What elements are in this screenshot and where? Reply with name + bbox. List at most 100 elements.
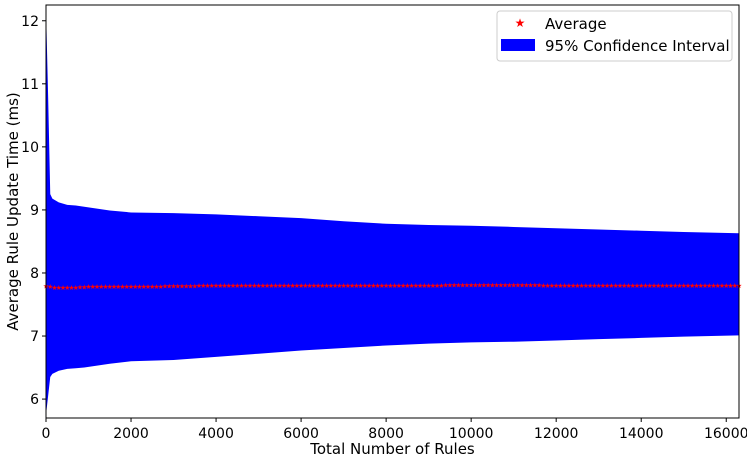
y-tick-label: 10 [21, 140, 39, 156]
average-point: ★ [158, 283, 164, 291]
average-point: ★ [56, 284, 62, 292]
average-point: ★ [379, 282, 385, 290]
confidence-band [46, 8, 739, 415]
average-point: ★ [404, 282, 410, 290]
average-point: ★ [285, 282, 291, 290]
x-axis-label: Total Number of Rules [309, 440, 475, 458]
average-point: ★ [179, 282, 185, 290]
average-point: ★ [553, 282, 559, 290]
average-point: ★ [98, 283, 104, 291]
average-point: ★ [600, 282, 606, 290]
average-point: ★ [719, 282, 725, 290]
y-tick-label: 6 [30, 392, 39, 408]
average-point: ★ [387, 282, 393, 290]
legend-label-average: Average [545, 15, 607, 33]
average-point: ★ [357, 282, 363, 290]
legend-patch-confidence-interval [501, 39, 535, 51]
average-point: ★ [681, 282, 687, 290]
average-point: ★ [706, 282, 712, 290]
y-tick-label: 9 [30, 203, 39, 219]
average-point: ★ [477, 281, 483, 289]
average-point: ★ [81, 283, 87, 291]
average-point: ★ [374, 282, 380, 290]
average-point: ★ [566, 282, 572, 290]
average-point: ★ [583, 282, 589, 290]
average-point: ★ [621, 282, 627, 290]
average-point: ★ [574, 282, 580, 290]
average-point: ★ [430, 282, 436, 290]
average-point: ★ [230, 282, 236, 290]
plot-area: ★★★★★★★★★★★★★★★★★★★★★★★★★★★★★★★★★★★★★★★★… [43, 8, 742, 415]
average-point: ★ [498, 281, 504, 289]
average-point: ★ [732, 282, 738, 290]
average-point: ★ [132, 283, 138, 291]
average-point: ★ [604, 282, 610, 290]
average-point: ★ [362, 282, 368, 290]
average-point: ★ [447, 282, 453, 290]
average-point: ★ [591, 282, 597, 290]
average-point: ★ [421, 282, 427, 290]
average-point: ★ [659, 282, 665, 290]
average-point: ★ [209, 282, 215, 290]
average-point: ★ [332, 282, 338, 290]
average-point: ★ [647, 282, 653, 290]
average-point: ★ [111, 283, 117, 291]
average-point: ★ [549, 282, 555, 290]
legend-box [496, 10, 733, 62]
average-point: ★ [353, 282, 359, 290]
average-series: ★★★★★★★★★★★★★★★★★★★★★★★★★★★★★★★★★★★★★★★★… [43, 281, 742, 292]
average-point: ★ [328, 282, 334, 290]
average-point: ★ [519, 281, 525, 289]
average-point: ★ [468, 281, 474, 289]
average-point: ★ [366, 282, 372, 290]
average-point: ★ [438, 282, 444, 290]
average-point: ★ [128, 283, 134, 291]
average-point: ★ [306, 282, 312, 290]
legend: ★ Average 95% Confidence Interval [496, 10, 733, 62]
average-point: ★ [107, 283, 113, 291]
average-point: ★ [515, 281, 521, 289]
average-point: ★ [455, 282, 461, 290]
average-point: ★ [277, 282, 283, 290]
average-point: ★ [528, 282, 534, 290]
average-point: ★ [502, 281, 508, 289]
average-point: ★ [562, 282, 568, 290]
average-point: ★ [489, 281, 495, 289]
average-point: ★ [698, 282, 704, 290]
average-point: ★ [383, 282, 389, 290]
average-point: ★ [124, 283, 130, 291]
average-point: ★ [715, 282, 721, 290]
average-point: ★ [587, 282, 593, 290]
average-point: ★ [272, 282, 278, 290]
average-point: ★ [166, 283, 172, 291]
average-point: ★ [570, 282, 576, 290]
y-tick-label: 8 [30, 266, 39, 282]
y-axis-label: Average Rule Update Time (ms) [4, 92, 22, 330]
average-point: ★ [247, 282, 253, 290]
average-point: ★ [540, 282, 546, 290]
average-point: ★ [413, 282, 419, 290]
average-point: ★ [557, 282, 563, 290]
average-point: ★ [693, 282, 699, 290]
average-point: ★ [102, 283, 108, 291]
average-point: ★ [625, 282, 631, 290]
average-point: ★ [481, 281, 487, 289]
average-point: ★ [260, 282, 266, 290]
average-point: ★ [149, 283, 155, 291]
average-point: ★ [319, 282, 325, 290]
average-point: ★ [608, 282, 614, 290]
average-point: ★ [192, 282, 198, 290]
average-point: ★ [170, 283, 176, 291]
x-tick-label: 6000 [283, 426, 319, 442]
average-point: ★ [251, 282, 257, 290]
average-point: ★ [460, 281, 466, 289]
x-tick-label: 10000 [449, 426, 494, 442]
average-point: ★ [153, 283, 159, 291]
legend-label-confidence-interval: 95% Confidence Interval [545, 37, 730, 55]
average-point: ★ [238, 282, 244, 290]
average-point: ★ [289, 282, 295, 290]
average-point: ★ [94, 283, 100, 291]
average-point: ★ [451, 282, 457, 290]
average-point: ★ [545, 282, 551, 290]
average-point: ★ [689, 282, 695, 290]
